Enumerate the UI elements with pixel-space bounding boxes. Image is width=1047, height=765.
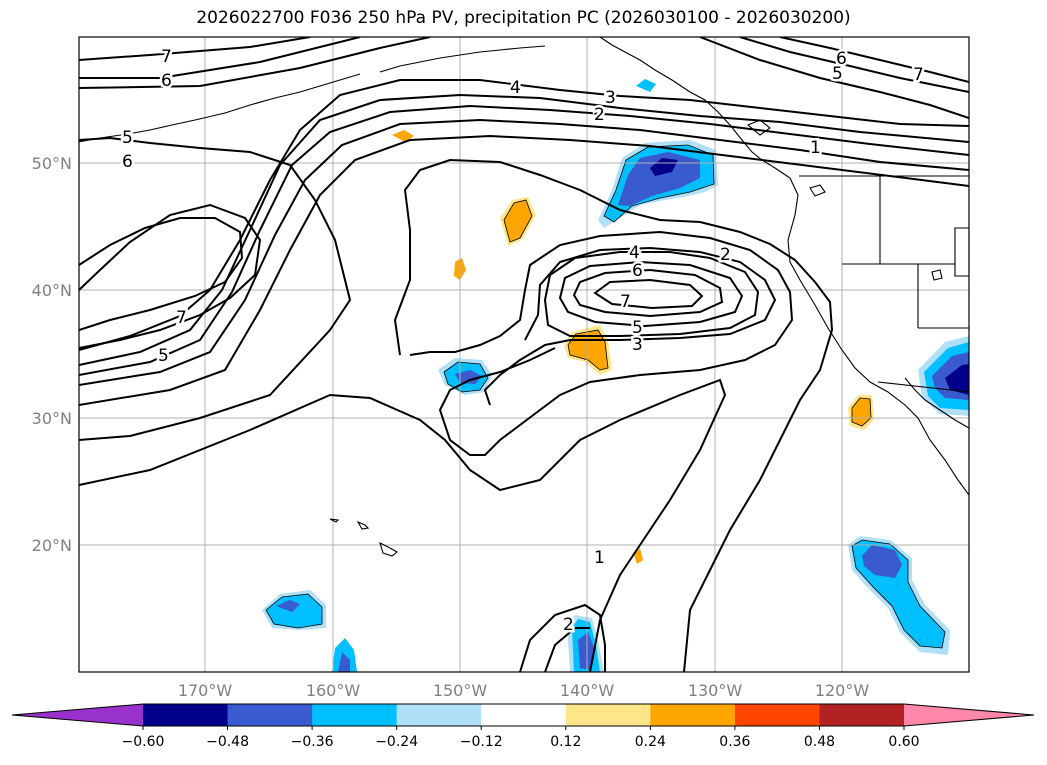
contour-label: 7	[161, 47, 172, 67]
colorbar-tick-label: −0.24	[375, 734, 418, 750]
contour-label: 2	[563, 615, 574, 635]
colorbar: −0.60 −0.48 −0.36 −0.24 −0.12 0.12 0.24 0.36 0.4…	[11, 703, 1035, 750]
lon-label: 150°W	[433, 681, 488, 700]
lon-label: 120°W	[815, 681, 870, 700]
contour-label: 7	[620, 292, 631, 312]
contour-label: 7	[913, 65, 924, 85]
lat-label: 40°N	[32, 281, 72, 300]
colorbar-bin	[481, 704, 567, 726]
lon-label: 170°W	[178, 681, 233, 700]
lon-label: 130°W	[688, 681, 743, 700]
contour-labels: 7 6 5 6 4 3 2 7 5 4 2 6 7 5 3 1 2 6 5 7 …	[120, 45, 927, 638]
map-frame	[78, 36, 970, 673]
precip-blob-orange-small1	[392, 130, 414, 142]
colorbar-tick-label: 0.24	[635, 734, 666, 750]
colorbar-tick-label: −0.48	[206, 734, 249, 750]
lat-label: 50°N	[32, 154, 72, 173]
contour-label: 6	[161, 71, 172, 91]
colorbar-bin	[396, 704, 482, 726]
contour-label: 1	[810, 138, 821, 158]
coastlines	[79, 37, 969, 557]
precip-blob-orange-small3	[634, 548, 643, 564]
colorbar-extend-high	[904, 704, 1034, 726]
contour-label: 5	[832, 64, 843, 84]
colorbar-tick-label: −0.12	[460, 734, 503, 750]
map-title: 2026022700 F036 250 hPa PV, precipitatio…	[196, 8, 851, 28]
lon-label: 160°W	[306, 681, 361, 700]
colorbar-tick-label: −0.36	[291, 734, 334, 750]
lon-label: 140°W	[560, 681, 615, 700]
contour-label: 5	[122, 128, 133, 148]
contour-label: 1	[594, 548, 605, 568]
colorbar-bin	[143, 704, 229, 726]
contour-label: 6	[836, 49, 847, 69]
contour-label: 5	[158, 346, 169, 366]
colorbar-tick-label: −0.60	[122, 734, 165, 750]
contour-label: 6	[122, 152, 133, 172]
contour-label: 2	[594, 105, 605, 125]
colorbar-bin	[227, 704, 313, 726]
colorbar-bin	[819, 704, 905, 726]
contour-label: 5	[632, 318, 643, 338]
contour-label: 4	[510, 78, 521, 98]
colorbar-tick-label: 0.36	[719, 734, 750, 750]
contour-label: 4	[629, 243, 640, 263]
map-plot: 7 6 5 6 4 3 2 7 5 4 2 6 7 5 3 1 2 6 5 7 …	[79, 37, 969, 672]
precip-blob-bc	[636, 79, 656, 92]
pv-contours	[79, 37, 969, 672]
contour-label: 7	[176, 308, 187, 328]
lat-label: 20°N	[32, 536, 72, 555]
colorbar-bin	[650, 704, 736, 726]
colorbar-extend-low	[12, 704, 143, 726]
colorbar-bin	[734, 704, 820, 726]
lat-labels: 50°N 40°N 30°N 20°N	[32, 154, 72, 555]
contour-label: 3	[605, 88, 616, 108]
precip-shading	[262, 79, 969, 672]
colorbar-bin	[565, 704, 651, 726]
colorbar-bin	[312, 704, 398, 726]
colorbar-tick-label: 0.48	[804, 734, 835, 750]
lat-label: 30°N	[32, 409, 72, 428]
contour-label: 6	[632, 261, 643, 281]
contour-label: 2	[720, 245, 731, 265]
contour-label: 3	[632, 335, 643, 355]
colorbar-tick-label: 0.60	[888, 734, 919, 750]
lon-labels: 170°W 160°W 150°W 140°W 130°W 120°W	[178, 681, 870, 700]
colorbar-tick-label: 0.12	[550, 734, 581, 750]
